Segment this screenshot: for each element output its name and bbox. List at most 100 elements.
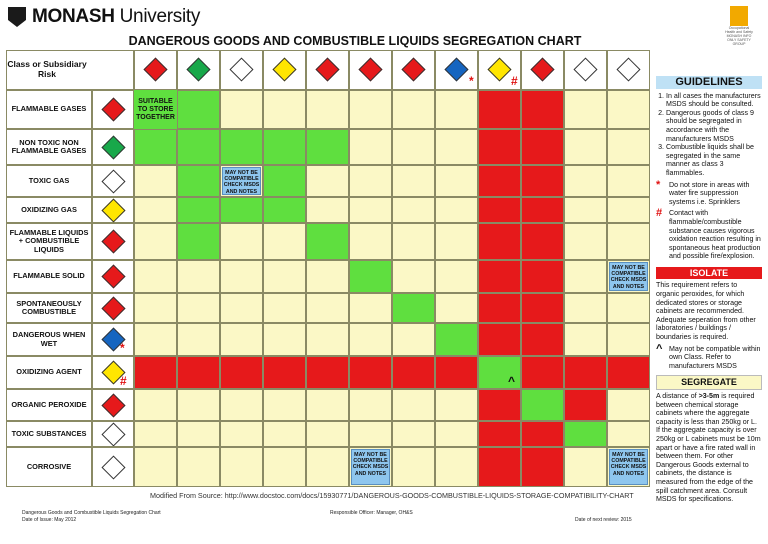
caret-mark: ^ bbox=[508, 374, 516, 388]
grid-cell bbox=[564, 389, 607, 421]
segregate-heading: SEGREGATE bbox=[656, 375, 762, 390]
hash-symbol: # bbox=[656, 207, 663, 220]
brand-name: MONASH bbox=[32, 6, 115, 27]
row-label: SPONTANEOUSLY COMBUSTIBLE bbox=[6, 293, 92, 323]
grid-cell bbox=[349, 129, 392, 165]
hash-mark: # bbox=[511, 74, 518, 88]
grid-cell bbox=[564, 223, 607, 260]
grid-cell bbox=[521, 293, 564, 323]
row-icon-cell bbox=[92, 223, 134, 260]
grid-cell bbox=[263, 197, 306, 223]
guidelines-heading: GUIDELINES bbox=[656, 76, 762, 89]
grid-cell bbox=[392, 389, 435, 421]
grid-cell bbox=[607, 129, 650, 165]
monash-shield-icon bbox=[8, 7, 26, 27]
grid-cell bbox=[478, 356, 521, 389]
grid-cell bbox=[177, 90, 220, 129]
grid-cell bbox=[349, 197, 392, 223]
grid-cell bbox=[134, 421, 177, 447]
grid-cell bbox=[435, 129, 478, 165]
grid-cell bbox=[263, 223, 306, 260]
column-header bbox=[435, 50, 478, 90]
grid-cell bbox=[220, 389, 263, 421]
star-note: Do not store in areas with water fire su… bbox=[669, 180, 750, 206]
grid-cell bbox=[392, 223, 435, 260]
guideline-item: Dangerous goods of class 9 should be seg… bbox=[666, 109, 762, 143]
grid-cell bbox=[220, 197, 263, 223]
grid-cell bbox=[607, 323, 650, 356]
grid-cell bbox=[607, 197, 650, 223]
grid-cell bbox=[478, 293, 521, 323]
caret-symbol: ^ bbox=[656, 342, 663, 355]
star-mark: * bbox=[469, 74, 474, 88]
grid-cell bbox=[478, 90, 521, 129]
row-icon-cell bbox=[92, 293, 134, 323]
star-legend: * Do not store in areas with water fire s… bbox=[656, 178, 762, 207]
grid-cell bbox=[349, 90, 392, 129]
grid-cell bbox=[220, 260, 263, 293]
grid-cell bbox=[306, 223, 349, 260]
grid-cell bbox=[177, 129, 220, 165]
grid-cell bbox=[478, 223, 521, 260]
grid-cell bbox=[306, 447, 349, 487]
grid-cell bbox=[306, 323, 349, 356]
monash-logo: MONASH University bbox=[8, 6, 200, 28]
column-header bbox=[349, 50, 392, 90]
segregate-text-pre: A distance of bbox=[656, 392, 699, 400]
grid-cell bbox=[263, 129, 306, 165]
grid-cell bbox=[220, 323, 263, 356]
row-label: TOXIC GAS bbox=[6, 165, 92, 197]
grid-cell bbox=[478, 260, 521, 293]
grid-cell bbox=[392, 447, 435, 487]
grid-cell bbox=[607, 165, 650, 197]
ohs-logo-text: Occupational Health and Safety MONASH IN… bbox=[725, 26, 753, 46]
row-icon-cell bbox=[92, 356, 134, 389]
grid-cell bbox=[564, 165, 607, 197]
grid-cell bbox=[306, 260, 349, 293]
grid-cell bbox=[564, 260, 607, 293]
issue-date: Date of Issue: May 2012 bbox=[22, 517, 77, 523]
grid-cell bbox=[263, 356, 306, 389]
grid-cell bbox=[478, 421, 521, 447]
grid-cell bbox=[564, 129, 607, 165]
grid-cell bbox=[306, 90, 349, 129]
grid-cell bbox=[306, 197, 349, 223]
grid-cell bbox=[134, 323, 177, 356]
grid-cell bbox=[435, 90, 478, 129]
segregate-text: A distance of >3-5m is required between … bbox=[656, 392, 762, 504]
grid-cell bbox=[134, 389, 177, 421]
guideline-item: Combustible liquids shall be segregated … bbox=[666, 143, 762, 177]
row-label: OXIDIZING AGENT bbox=[6, 356, 92, 389]
row-icon-cell bbox=[92, 389, 134, 421]
grid-cell bbox=[607, 389, 650, 421]
grid-cell bbox=[134, 165, 177, 197]
grid-cell bbox=[392, 129, 435, 165]
grid-cell bbox=[177, 447, 220, 487]
grid-cell bbox=[263, 389, 306, 421]
grid-cell bbox=[521, 447, 564, 487]
grid-cell bbox=[521, 223, 564, 260]
hash-legend: # Contact with flammable/combustible subs… bbox=[656, 207, 762, 261]
grid-cell bbox=[564, 356, 607, 389]
grid-cell bbox=[349, 421, 392, 447]
grid-cell bbox=[349, 293, 392, 323]
grid-cell bbox=[478, 165, 521, 197]
grid-cell bbox=[263, 447, 306, 487]
grid-cell bbox=[607, 293, 650, 323]
grid-cell bbox=[564, 421, 607, 447]
star-symbol: * bbox=[656, 178, 661, 191]
grid-cell bbox=[478, 129, 521, 165]
grid-cell bbox=[263, 323, 306, 356]
grid-cell bbox=[134, 197, 177, 223]
row-icon-cell bbox=[92, 129, 134, 165]
grid-cell bbox=[607, 356, 650, 389]
grid-cell bbox=[220, 356, 263, 389]
brand-suffix: University bbox=[119, 6, 201, 27]
grid-cell bbox=[564, 447, 607, 487]
grid-cell bbox=[263, 90, 306, 129]
column-header bbox=[607, 50, 650, 90]
grid-cell bbox=[521, 356, 564, 389]
grid-cell bbox=[349, 223, 392, 260]
review-date: Date of next review: 2015 bbox=[575, 517, 632, 523]
may-not-compatible-note: MAY NOT BE COMPATIBLE CHECK MSDS AND NOT… bbox=[351, 449, 390, 485]
